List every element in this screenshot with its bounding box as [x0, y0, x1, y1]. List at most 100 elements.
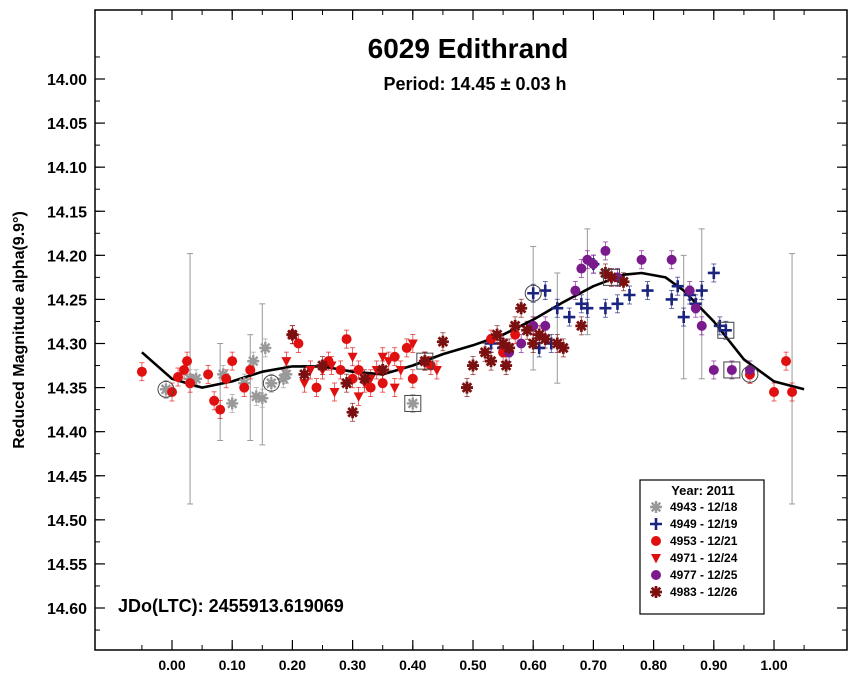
circle-marker — [407, 373, 418, 384]
plus-marker — [581, 302, 594, 315]
asterisk-marker — [265, 377, 278, 390]
legend-title: Year: 2011 — [671, 483, 735, 498]
circle-marker — [781, 356, 792, 367]
circle-marker — [787, 386, 798, 397]
circle-marker — [185, 378, 196, 389]
plus-marker — [623, 289, 636, 302]
circle-marker — [293, 338, 304, 349]
circle-marker — [227, 356, 238, 367]
star-marker — [500, 359, 513, 372]
plus-marker — [650, 518, 662, 530]
circle-marker — [696, 320, 707, 331]
circle-marker — [540, 320, 551, 331]
y-tick-label: 14.60 — [47, 601, 87, 618]
triangle-marker — [347, 352, 358, 363]
circle-marker — [651, 536, 661, 546]
x-tick-label: 0.30 — [339, 657, 366, 673]
star-marker — [509, 319, 522, 332]
plus-marker — [677, 311, 690, 324]
x-tick-label: 0.60 — [520, 657, 547, 673]
legend-items: 4943 - 12/18 4949 - 12/19 4953 - 12/21 4971… — [650, 500, 738, 599]
chart-subtitle: Period: 14.45 ± 0.03 h — [384, 74, 567, 94]
triangle-marker — [377, 352, 388, 363]
triangle-marker — [281, 357, 292, 367]
y-tick-label: 14.40 — [47, 425, 87, 442]
star-marker — [503, 341, 516, 354]
asterisk-marker — [217, 368, 230, 381]
triangle-marker — [353, 392, 364, 402]
circle-marker — [600, 245, 611, 256]
circle-marker — [365, 382, 376, 393]
y-tick-label: 14.10 — [47, 160, 87, 177]
star-marker — [497, 337, 510, 350]
star-marker — [346, 406, 359, 419]
asterisk-marker — [190, 372, 203, 385]
plus-marker — [665, 293, 678, 306]
star-marker — [617, 275, 630, 288]
circle-marker — [167, 386, 177, 397]
star-marker — [605, 271, 618, 284]
y-tick-label: 14.25 — [47, 292, 87, 309]
open-square-marker — [404, 394, 422, 412]
circle-marker — [516, 338, 527, 349]
x-tick-label: 0.00 — [158, 657, 185, 673]
y-tick-label: 14.30 — [47, 337, 87, 354]
asterisk-marker — [250, 390, 263, 403]
circle-marker — [744, 364, 755, 375]
triangle-marker — [383, 357, 394, 367]
star-marker — [527, 337, 540, 350]
y-tick-label: 14.55 — [47, 557, 87, 574]
jdo-annotation: JDo(LTC): 2455913.619069 — [118, 596, 344, 616]
plus-marker — [671, 280, 684, 293]
open-circle-marker — [741, 365, 759, 383]
circle-marker — [136, 366, 147, 377]
circle-marker — [245, 364, 256, 375]
asterisk-marker — [226, 397, 239, 410]
plus-marker — [575, 297, 588, 310]
triangle-marker — [305, 365, 316, 376]
open-square-marker — [416, 352, 434, 370]
plus-marker — [527, 287, 540, 300]
circle-marker — [576, 263, 587, 274]
legend-entry-label: 4977 - 12/25 — [670, 568, 738, 582]
legend-entry-label: 4953 - 12/21 — [670, 534, 738, 548]
x-tick-label: 0.40 — [399, 657, 426, 673]
star-marker — [521, 324, 534, 337]
axis-ticks: 0.00 0.10 0.20 0.30 0.40 0.50 0.60 0.70 0.80 0.90… — [47, 10, 847, 673]
circle-marker — [666, 254, 677, 265]
triangle-marker — [329, 387, 340, 398]
circle-marker — [311, 382, 322, 393]
circle-marker — [401, 342, 412, 353]
circle-marker — [215, 404, 226, 415]
y-tick-label: 14.35 — [47, 381, 87, 398]
x-tick-label: 0.70 — [580, 657, 607, 673]
plus-marker — [719, 324, 732, 337]
circle-marker — [182, 356, 193, 367]
asterisk-marker — [259, 341, 272, 354]
triangle-marker — [299, 379, 310, 389]
data-points — [136, 245, 798, 419]
x-tick-label: 0.90 — [700, 657, 727, 673]
circle-marker — [221, 373, 232, 384]
open-markers — [157, 268, 759, 412]
star-marker — [575, 319, 588, 332]
circle-marker — [708, 364, 719, 375]
y-tick-label: 14.05 — [47, 116, 87, 133]
asterisk-marker — [280, 368, 293, 381]
plus-marker — [533, 341, 546, 354]
star-marker — [599, 266, 612, 279]
y-tick-label: 14.50 — [47, 513, 87, 530]
open-square-marker — [602, 268, 620, 286]
legend-entry-label: 4943 - 12/18 — [670, 500, 738, 514]
star-marker — [515, 302, 528, 315]
star-marker — [539, 333, 552, 346]
plus-marker — [551, 302, 564, 315]
star-marker — [479, 346, 492, 359]
star-marker — [551, 337, 564, 350]
asterisk-marker — [406, 397, 419, 410]
star-marker — [485, 355, 498, 368]
circle-marker — [335, 364, 346, 375]
y-tick-label: 14.20 — [47, 248, 87, 265]
triangle-marker — [651, 554, 661, 564]
